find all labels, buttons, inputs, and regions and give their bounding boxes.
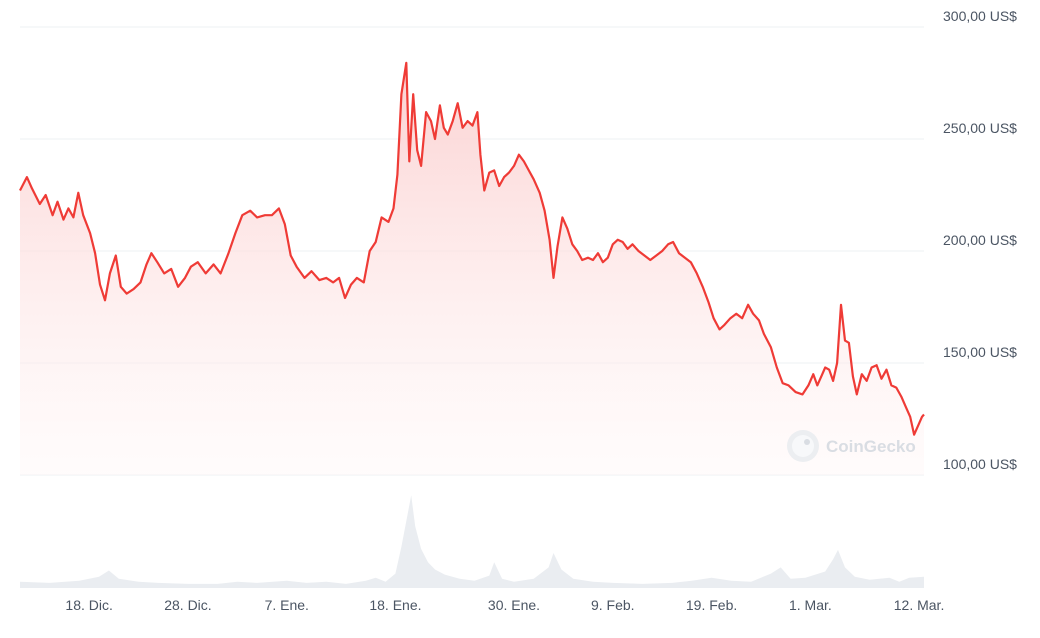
- y-tick-label: 200,00 US$: [943, 232, 1017, 248]
- x-axis: 18. Dic. 28. Dic. 7. Ene. 18. Ene. 30. Ene. 9…: [65, 597, 944, 613]
- y-tick-label: 250,00 US$: [943, 120, 1017, 136]
- x-tick-label: 7. Ene.: [265, 597, 309, 613]
- y-tick-label: 300,00 US$: [943, 8, 1017, 24]
- x-tick-label: 12. Mar.: [894, 597, 945, 613]
- price-area-fill: [20, 62, 924, 476]
- x-tick-label: 1. Mar.: [789, 597, 832, 613]
- x-tick-label: 30. Ene.: [488, 597, 540, 613]
- y-axis: 300,00 US$ 250,00 US$ 200,00 US$ 150,00 US$…: [943, 8, 1017, 472]
- coingecko-watermark: CoinGecko: [787, 430, 916, 462]
- watermark-text: CoinGecko: [826, 437, 916, 456]
- x-tick-label: 18. Dic.: [65, 597, 112, 613]
- x-tick-label: 19. Feb.: [686, 597, 737, 613]
- price-area: [20, 62, 924, 476]
- x-tick-label: 18. Ene.: [369, 597, 421, 613]
- y-tick-label: 150,00 US$: [943, 344, 1017, 360]
- x-tick-label: 28. Dic.: [164, 597, 211, 613]
- volume-area: [20, 495, 924, 588]
- gecko-logo-icon: [787, 430, 819, 462]
- price-line: [19, 61, 925, 436]
- volume-shape: [20, 495, 924, 588]
- y-tick-label: 100,00 US$: [943, 456, 1017, 472]
- x-tick-label: 9. Feb.: [591, 597, 635, 613]
- price-line-group: [19, 61, 925, 436]
